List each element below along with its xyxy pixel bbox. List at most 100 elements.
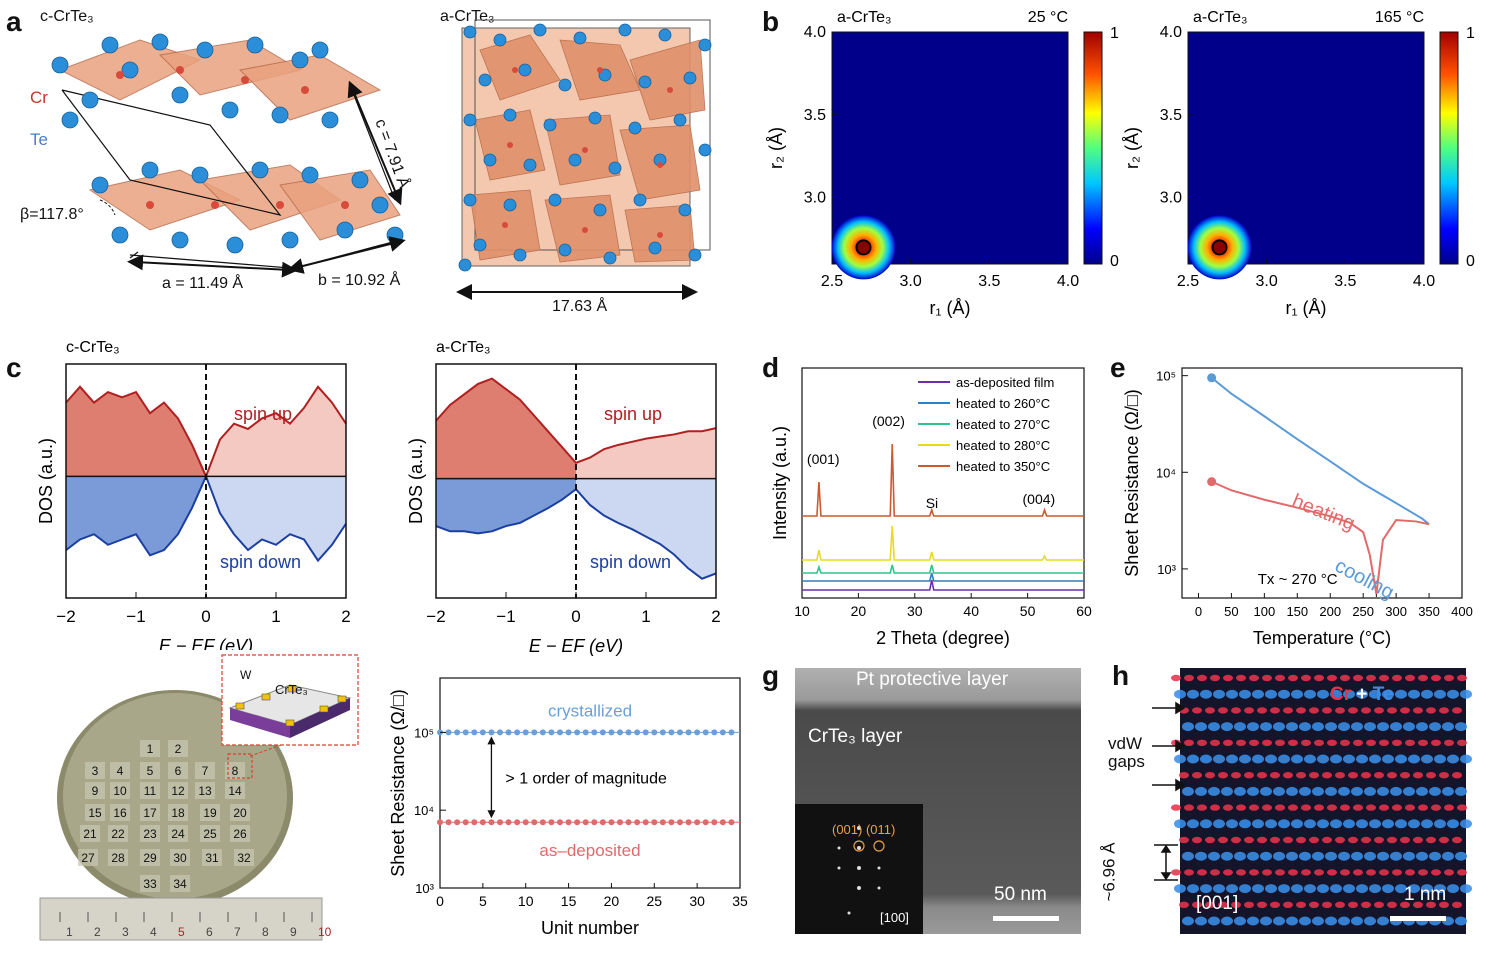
atom-column xyxy=(1179,901,1189,908)
atom-column xyxy=(1340,739,1350,746)
dos-ylabel: DOS (a.u.) xyxy=(406,438,426,524)
atom-column xyxy=(1405,804,1415,811)
atom-column xyxy=(1195,722,1207,732)
resistance-ylabel: Sheet Resistance (Ω/□) xyxy=(1122,389,1142,576)
atom-column xyxy=(1395,754,1407,764)
atom-column xyxy=(1187,819,1199,829)
atom-column xyxy=(1179,836,1189,844)
atom-column xyxy=(1361,836,1371,844)
atom-column xyxy=(1247,786,1259,796)
heatmap-ylabel: r₂ (Å) xyxy=(1122,127,1142,169)
xrd-xtick: 30 xyxy=(907,603,923,619)
atom-column xyxy=(1262,674,1272,682)
colorbar xyxy=(1083,31,1103,265)
data-point xyxy=(479,729,486,736)
xrd-xtick: 10 xyxy=(794,603,810,619)
wafer-cell xyxy=(140,849,160,866)
atom-column xyxy=(1338,916,1350,926)
heatmap-xtick: 2.5 xyxy=(821,273,843,290)
atom-column xyxy=(1301,739,1311,746)
atom-column xyxy=(1208,916,1220,926)
atom-column xyxy=(1205,836,1215,844)
spacing-label: ~6.96 Å xyxy=(1099,842,1119,902)
atom-column xyxy=(1192,707,1202,714)
atom-column xyxy=(1244,772,1254,779)
atom-column xyxy=(1434,819,1446,829)
amorphous-structure xyxy=(458,19,712,272)
cooling-label: cooling xyxy=(1331,555,1397,604)
wafer-cell-label: 33 xyxy=(143,877,157,891)
a-amorph-title: a-CrTe₃ xyxy=(440,8,495,25)
resistance-xtick: 200 xyxy=(1319,604,1341,619)
data-point xyxy=(462,729,469,736)
atom-column xyxy=(1275,869,1285,876)
dos-plot-1: −2 −1 0 1 2E − EF (eV)DOS (a.u.)c-CrTe₃spin … xyxy=(36,339,351,656)
atom-column xyxy=(1192,901,1202,908)
atom-column xyxy=(1364,722,1376,732)
data-point xyxy=(531,729,538,736)
gaps-label: gaps xyxy=(1108,752,1145,771)
atom-column xyxy=(1262,869,1272,876)
te-label: Te xyxy=(30,130,48,149)
wafer-cell-label: 4 xyxy=(117,764,124,778)
data-point xyxy=(565,729,572,736)
heatmap-ytick: 3.5 xyxy=(804,107,826,124)
atom-column xyxy=(1447,819,1459,829)
data-point xyxy=(711,819,718,826)
atom-column xyxy=(1239,754,1251,764)
legend-entry: heated to 260°C xyxy=(956,396,1050,411)
atom-column xyxy=(1234,786,1246,796)
data-point xyxy=(479,819,486,826)
atom-column xyxy=(1330,754,1342,764)
data-point xyxy=(582,819,589,826)
atom-column xyxy=(1348,836,1358,844)
atom-column xyxy=(1257,836,1267,844)
atom-column xyxy=(1356,884,1368,894)
atom-column xyxy=(1299,786,1311,796)
atom-column xyxy=(1408,819,1420,829)
crystal-cr-atoms xyxy=(116,66,349,209)
heatmap-xlabel: r₁ (Å) xyxy=(1285,298,1326,318)
spin-down-label: spin down xyxy=(590,552,671,572)
atom-column xyxy=(1249,739,1259,746)
wafer-cell xyxy=(140,825,160,842)
wafer-cell xyxy=(202,849,222,866)
atom-column xyxy=(1205,707,1215,714)
peak-annotation: (002) xyxy=(872,413,905,429)
atom-column xyxy=(1392,804,1402,811)
atom-column xyxy=(1403,786,1415,796)
atom-column xyxy=(1395,689,1407,699)
resistance-ytick: 10⁴ xyxy=(1156,465,1176,480)
atom-column xyxy=(1460,884,1472,894)
atom-column xyxy=(1343,819,1355,829)
atom-column xyxy=(1262,804,1272,811)
atom-column xyxy=(1286,916,1298,926)
atom-column xyxy=(1309,836,1319,844)
atom-column xyxy=(1431,739,1441,746)
heatmap-peak-core xyxy=(1211,239,1228,256)
data-point xyxy=(497,819,503,826)
atom-column xyxy=(1340,869,1350,876)
atom-column xyxy=(1226,689,1238,699)
atom-column xyxy=(1244,901,1254,908)
uniformity-xtick: 15 xyxy=(561,893,577,909)
colorbar-min: 0 xyxy=(1466,253,1475,270)
data-point xyxy=(668,729,675,736)
atom-column xyxy=(1288,869,1298,876)
inset-w-label: W xyxy=(240,668,252,682)
atom-column xyxy=(1208,722,1220,732)
resistance-xtick: 300 xyxy=(1385,604,1407,619)
wafer-cell xyxy=(140,875,160,892)
atom-column xyxy=(1286,851,1298,861)
uniformity-plot: crystallized as–deposited > 1 order of mag… xyxy=(388,677,748,938)
atom-column xyxy=(1314,869,1324,876)
heatmap-ytick: 4.0 xyxy=(1160,24,1182,41)
data-point xyxy=(608,819,615,826)
atom-column xyxy=(1197,674,1207,682)
atom-column xyxy=(1377,786,1389,796)
dos-title: a-CrTe₃ xyxy=(436,339,491,356)
atom-column xyxy=(1400,901,1410,908)
gap-arrow-head-up xyxy=(487,736,496,745)
xrd-xtick: 60 xyxy=(1076,603,1092,619)
wafer-cell xyxy=(200,804,220,821)
